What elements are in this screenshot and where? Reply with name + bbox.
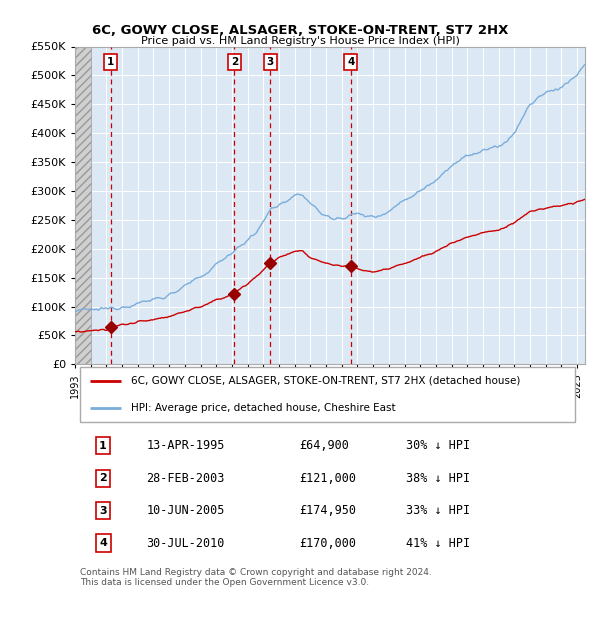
- Text: £64,900: £64,900: [299, 439, 349, 452]
- Text: 6C, GOWY CLOSE, ALSAGER, STOKE-ON-TRENT, ST7 2HX (detached house): 6C, GOWY CLOSE, ALSAGER, STOKE-ON-TRENT,…: [131, 376, 520, 386]
- Text: 6C, GOWY CLOSE, ALSAGER, STOKE-ON-TRENT, ST7 2HX: 6C, GOWY CLOSE, ALSAGER, STOKE-ON-TRENT,…: [92, 24, 508, 37]
- Text: 3: 3: [266, 56, 274, 67]
- Text: HPI: Average price, detached house, Cheshire East: HPI: Average price, detached house, Ches…: [131, 402, 396, 412]
- Text: 41% ↓ HPI: 41% ↓ HPI: [407, 536, 470, 549]
- Text: 30% ↓ HPI: 30% ↓ HPI: [407, 439, 470, 452]
- Text: 2: 2: [99, 473, 107, 483]
- Bar: [75, 46, 91, 365]
- Text: 2: 2: [231, 56, 238, 67]
- Text: 1: 1: [107, 56, 115, 67]
- Text: £174,950: £174,950: [299, 504, 356, 517]
- Text: 4: 4: [99, 538, 107, 548]
- Text: £170,000: £170,000: [299, 536, 356, 549]
- Text: 1: 1: [99, 441, 107, 451]
- Text: 10-JUN-2005: 10-JUN-2005: [146, 504, 225, 517]
- Text: Price paid vs. HM Land Registry's House Price Index (HPI): Price paid vs. HM Land Registry's House …: [140, 36, 460, 46]
- Text: 4: 4: [347, 56, 355, 67]
- Text: 28-FEB-2003: 28-FEB-2003: [146, 472, 225, 485]
- Text: 30-JUL-2010: 30-JUL-2010: [146, 536, 225, 549]
- FancyBboxPatch shape: [80, 367, 575, 422]
- Text: 3: 3: [99, 505, 107, 516]
- Text: £121,000: £121,000: [299, 472, 356, 485]
- Text: Contains HM Land Registry data © Crown copyright and database right 2024.
This d: Contains HM Land Registry data © Crown c…: [80, 567, 432, 587]
- Text: 33% ↓ HPI: 33% ↓ HPI: [407, 504, 470, 517]
- Text: 13-APR-1995: 13-APR-1995: [146, 439, 225, 452]
- Text: 38% ↓ HPI: 38% ↓ HPI: [407, 472, 470, 485]
